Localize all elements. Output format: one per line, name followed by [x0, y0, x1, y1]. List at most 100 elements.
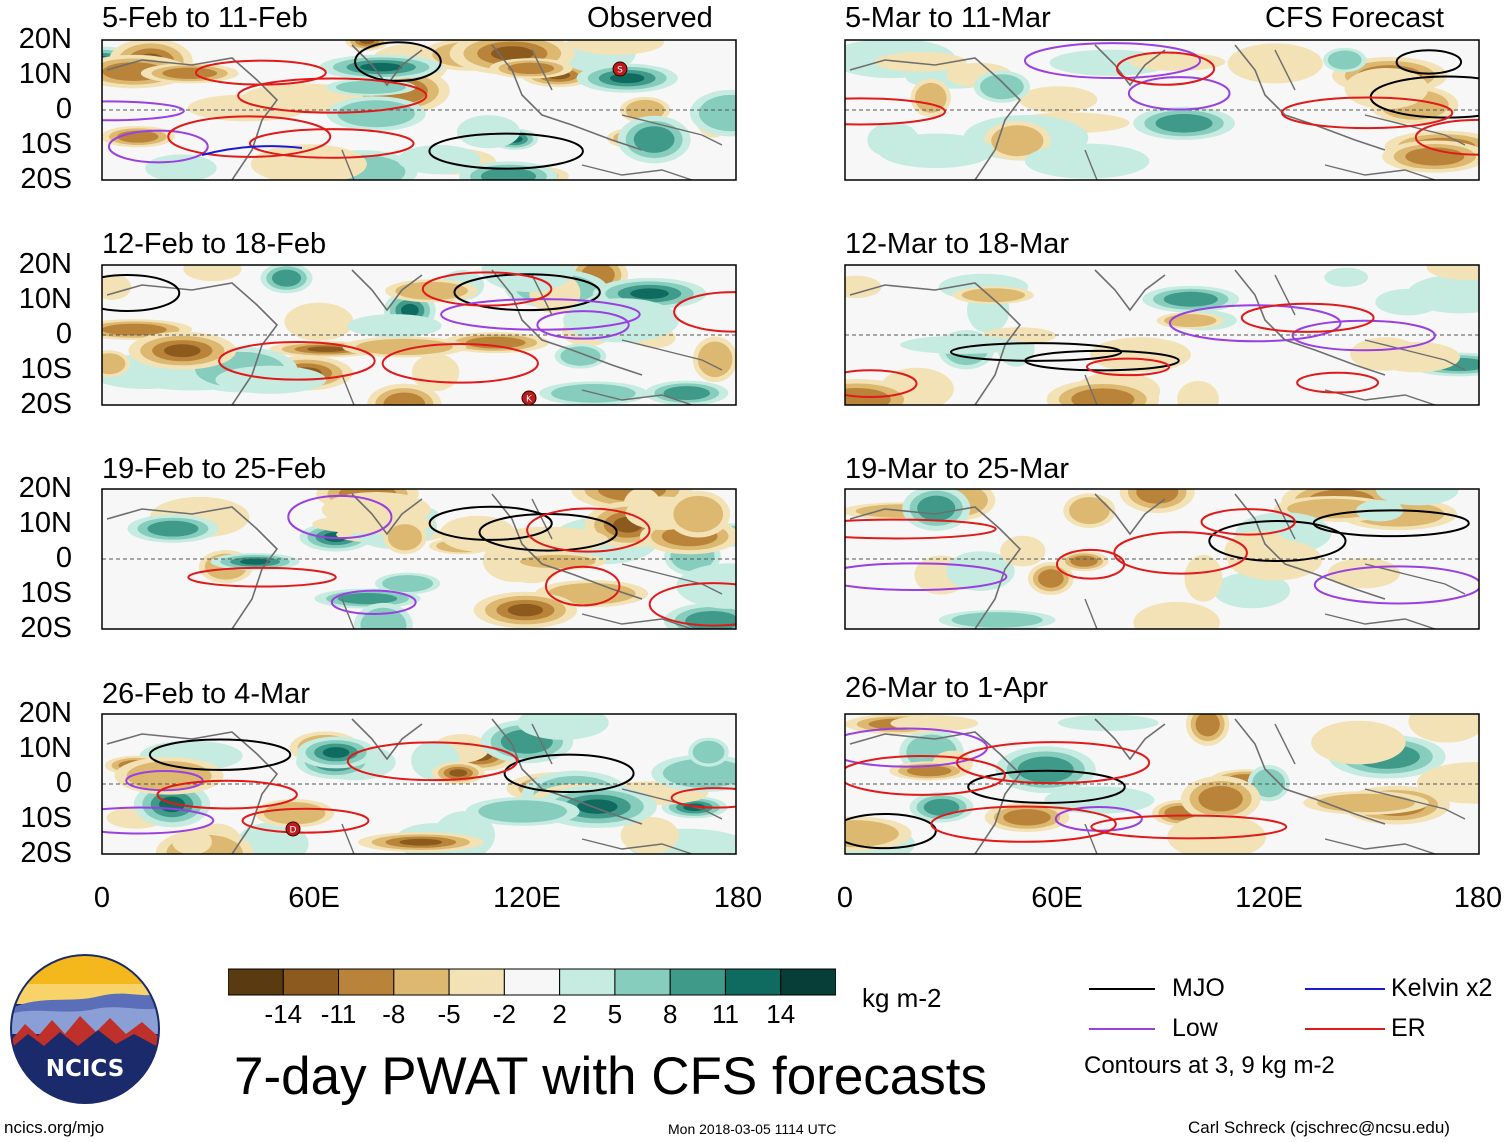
lat-label-row3-20s: 20S: [20, 612, 72, 644]
pwat-anomaly-blob: [1416, 762, 1479, 804]
coastline-australia: [1324, 613, 1436, 629]
pwat-anomaly-blob: [456, 115, 521, 149]
pwat-anomaly-blob: [1426, 265, 1479, 280]
pwat-anomaly-blob: [577, 799, 618, 814]
colorbar-tick-label: -2: [492, 999, 516, 1029]
colorbar-tick-label: 14: [766, 999, 796, 1029]
legend-label-er: ER: [1391, 1014, 1426, 1042]
coastline-australia: [581, 164, 693, 180]
coastline-africa: [849, 282, 1022, 405]
map-panel-observed-1: [101, 39, 737, 181]
pwat-anomaly-blob: [183, 265, 242, 282]
panel-label-fc-4: 26-Mar to 1-Apr: [845, 672, 1049, 704]
contour-er: [167, 115, 332, 158]
coastline-maritime: [1234, 718, 1386, 825]
coastline-australia: [581, 838, 693, 854]
pwat-anomaly-blob: [271, 269, 302, 287]
contour-low: [1168, 304, 1342, 343]
coastline-philippines: [531, 274, 553, 316]
pwat-anomaly-blob: [1327, 50, 1362, 70]
coastline-maritime: [491, 44, 643, 151]
coastline-madagascar: [341, 374, 355, 405]
lon-label-left-180: 180: [713, 882, 763, 914]
coastline-india: [351, 269, 423, 312]
coastline-maritime: [1234, 493, 1386, 600]
storm-marker: [521, 390, 537, 406]
pwat-anomaly-blob: [162, 67, 218, 79]
colorbar-tick-label: 8: [662, 999, 678, 1029]
contour-er: [1240, 302, 1375, 333]
coastline-philippines: [531, 49, 553, 91]
contour-mjo: [428, 132, 584, 170]
coastline-africa: [106, 506, 279, 629]
contour-er: [156, 779, 298, 810]
contour-low: [1313, 565, 1479, 605]
lat-label-row1-20s: 20S: [20, 163, 72, 195]
map-frame: [101, 264, 737, 406]
units-label: kg m-2: [862, 983, 942, 1013]
colorbar-swatch: [448, 968, 505, 996]
pwat-anomaly-blob: [347, 314, 442, 338]
contour-low: [102, 806, 215, 835]
storm-marker: [285, 821, 301, 837]
pwat-anomaly-blob: [568, 40, 665, 55]
pwat-anomaly-blob: [1311, 720, 1406, 765]
lon-label-right-180: 180: [1453, 882, 1503, 914]
pwat-anomaly-blob: [980, 74, 1024, 100]
pwat-anomaly-blob: [900, 335, 1025, 354]
colorbar-swatch: [282, 968, 340, 996]
pwat-anomaly-blob: [383, 392, 426, 405]
coastline-new-guinea: [1364, 339, 1466, 371]
lat-label-row2-0: 0: [55, 318, 72, 350]
pwat-anomaly-blob: [1038, 569, 1064, 588]
contour-mjo: [148, 738, 292, 771]
coastline-maritime: [1234, 44, 1386, 151]
pwat-anomaly-blob: [906, 765, 952, 777]
pwat-anomaly-blob: [172, 828, 212, 854]
coastline-maritime: [491, 718, 643, 825]
colorbar-tick-label: -11: [320, 999, 357, 1029]
coastline-philippines: [1274, 498, 1296, 540]
lat-label-row3-0: 0: [55, 542, 72, 574]
pwat-anomaly-blob: [1164, 314, 1217, 327]
pwat-anomaly-blob: [1044, 786, 1155, 814]
contour-low: [102, 100, 185, 122]
contour-mjo: [967, 769, 1126, 804]
panel-label-fc-1: 5-Mar to 11-Mar: [845, 2, 1051, 34]
pwat-anomaly-blob: [356, 338, 453, 356]
legend-lines: [1089, 988, 1385, 1030]
map-panel-forecast-3: [844, 488, 1480, 630]
pwat-anomaly-blob: [481, 265, 575, 292]
legend-label-mjo: MJO: [1172, 974, 1225, 1002]
lat-label-row2-20n: 20N: [18, 248, 72, 280]
colorbar-tick-label: -14: [264, 999, 303, 1029]
colorbar-swatch: [614, 968, 671, 996]
pwat-anomaly-blob: [1177, 380, 1219, 405]
coastline-australia: [1324, 164, 1436, 180]
pwat-anomaly-blob: [923, 798, 960, 816]
colorbar-swatch: [669, 968, 726, 996]
contour-er: [1113, 531, 1248, 575]
panel-label-obs-1: 5-Feb to 11-Feb: [102, 2, 308, 34]
contour-er: [421, 271, 553, 307]
coastline-africa: [106, 57, 279, 180]
panel-label-fc-2: 12-Mar to 18-Mar: [845, 228, 1070, 260]
lat-label-row2-10n: 10N: [18, 283, 72, 315]
colorbar-swatch: [780, 968, 836, 996]
legend-label-low: Low: [1172, 1014, 1218, 1042]
coastline-india: [1094, 493, 1166, 536]
pwat-anomaly-blob: [1090, 337, 1191, 373]
pwat-anomaly-blob: [633, 126, 675, 153]
contour-kelvin: [201, 145, 303, 156]
lat-label-row3-10n: 10N: [18, 507, 72, 539]
coastline-india: [351, 493, 423, 536]
contour-mjo: [1312, 509, 1470, 538]
pwat-anomaly-blob: [560, 346, 601, 366]
pwat-anomaly-blob: [845, 387, 891, 405]
storm-marker-label: D: [290, 826, 297, 836]
coastline-australia: [581, 389, 693, 405]
contour-mjo: [102, 274, 181, 312]
observed-title: Observed: [587, 2, 713, 34]
pwat-anomaly-blob: [507, 603, 544, 617]
